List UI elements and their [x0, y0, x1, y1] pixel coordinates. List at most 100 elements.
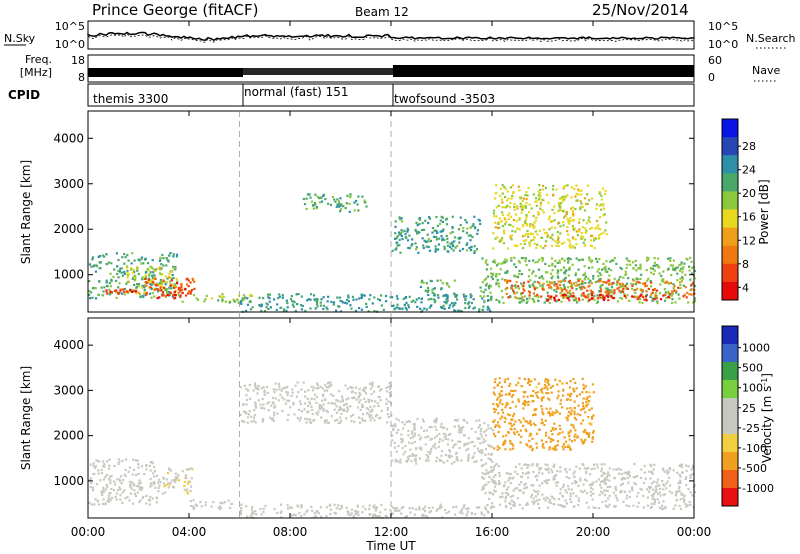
- heatmap-cell: [303, 408, 306, 411]
- heatmap-cell: [615, 488, 618, 492]
- heatmap-cell: [160, 263, 163, 266]
- heatmap-cell: [476, 437, 479, 440]
- heatmap-cell: [574, 299, 577, 302]
- heatmap-cell: [582, 397, 585, 400]
- heatmap-cell: [393, 507, 396, 510]
- heatmap-cell: [580, 193, 583, 196]
- heatmap-cell: [563, 279, 567, 282]
- heatmap-cell: [599, 232, 603, 235]
- heatmap-cell: [534, 274, 537, 278]
- heatmap-cell: [474, 512, 477, 516]
- heatmap-cell: [547, 478, 551, 482]
- heatmap-cell: [619, 468, 622, 471]
- heatmap-cell: [590, 417, 594, 420]
- heatmap-cell: [595, 301, 598, 305]
- heatmap-cell: [670, 491, 674, 494]
- heatmap-cell: [418, 506, 421, 509]
- heatmap-cell: [505, 488, 508, 491]
- heatmap-cell: [192, 294, 196, 297]
- heatmap-cell: [273, 391, 276, 394]
- heatmap-cell: [535, 446, 539, 449]
- heatmap-cell: [675, 499, 679, 502]
- heatmap-cell: [573, 439, 576, 442]
- heatmap-cell: [557, 481, 560, 484]
- heatmap-cell: [443, 294, 446, 297]
- heatmap-cell: [155, 497, 158, 500]
- heatmap-cell: [591, 488, 594, 491]
- heatmap-cell: [413, 434, 416, 437]
- heatmap-cell: [422, 420, 425, 423]
- heatmap-cell: [115, 498, 118, 501]
- heatmap-cell: [90, 265, 93, 268]
- heatmap-cell: [253, 416, 256, 419]
- heatmap-cell: [512, 504, 515, 507]
- heatmap-cell: [558, 204, 561, 207]
- heatmap-cell: [330, 402, 334, 405]
- heatmap-cell: [421, 279, 424, 282]
- heatmap-cell: [387, 385, 390, 388]
- heatmap-cell: [405, 236, 408, 239]
- heatmap-cell: [669, 467, 672, 471]
- heatmap-cell: [506, 287, 509, 290]
- heatmap-cell: [327, 386, 330, 389]
- heatmap-cell: [581, 419, 585, 422]
- heatmap-cell: [130, 290, 134, 293]
- heatmap-cell: [672, 507, 675, 510]
- heatmap-cell: [483, 506, 487, 509]
- heatmap-cell: [477, 218, 480, 221]
- heatmap-cell: [588, 395, 591, 398]
- heatmap-cell: [347, 397, 350, 400]
- heatmap-cell: [642, 295, 645, 298]
- y-tick-label: 2000: [53, 429, 84, 443]
- heatmap-cell: [276, 511, 279, 514]
- heatmap-cell: [280, 516, 283, 519]
- heatmap-cell: [443, 426, 446, 429]
- heatmap-cell: [527, 232, 530, 236]
- heatmap-cell: [140, 258, 143, 261]
- heatmap-cell: [191, 278, 195, 281]
- heatmap-cell: [592, 277, 595, 280]
- heatmap-cell: [588, 483, 591, 486]
- heatmap-cell: [578, 393, 581, 396]
- y-tick-label: 4000: [53, 131, 84, 145]
- heatmap-cell: [303, 513, 306, 516]
- heatmap-cell: [450, 455, 453, 458]
- heatmap-cell: [92, 486, 95, 489]
- heatmap-cell: [345, 402, 348, 405]
- heatmap-cell: [489, 459, 492, 462]
- heatmap-cell: [570, 294, 573, 297]
- heatmap-cell: [548, 398, 551, 401]
- heatmap-cell: [431, 231, 434, 234]
- heatmap-cell: [490, 295, 493, 298]
- heatmap-cell: [653, 480, 656, 483]
- heatmap-cell: [539, 467, 542, 470]
- heatmap-cell: [561, 406, 564, 409]
- heatmap-cell: [156, 297, 159, 300]
- heatmap-cell: [567, 261, 570, 264]
- heatmap-cell: [585, 467, 588, 470]
- heatmap-cell: [569, 406, 572, 410]
- heatmap-cell: [459, 440, 462, 443]
- heatmap-cell: [282, 310, 285, 313]
- heatmap-cell: [541, 284, 544, 287]
- heatmap-cell: [669, 292, 672, 296]
- heatmap-cell: [500, 385, 503, 388]
- heatmap-cell: [619, 484, 623, 487]
- heatmap-cell: [486, 294, 489, 298]
- heatmap-cell: [125, 282, 128, 285]
- heatmap-cell: [567, 274, 570, 277]
- heatmap-cell: [626, 263, 629, 266]
- heatmap-cell: [486, 305, 489, 308]
- heatmap-cell: [537, 299, 540, 303]
- heatmap-cell: [562, 288, 565, 291]
- heatmap-cell: [451, 241, 454, 244]
- heatmap-cell: [371, 383, 374, 386]
- heatmap-cell: [487, 457, 490, 460]
- heatmap-cell: [429, 279, 432, 282]
- heatmap-cell: [526, 503, 529, 506]
- heatmap-cell: [336, 198, 339, 201]
- heatmap-cell: [110, 474, 113, 478]
- heatmap-cell: [574, 482, 577, 485]
- heatmap-cell: [137, 272, 140, 276]
- heatmap-cell: [515, 219, 518, 223]
